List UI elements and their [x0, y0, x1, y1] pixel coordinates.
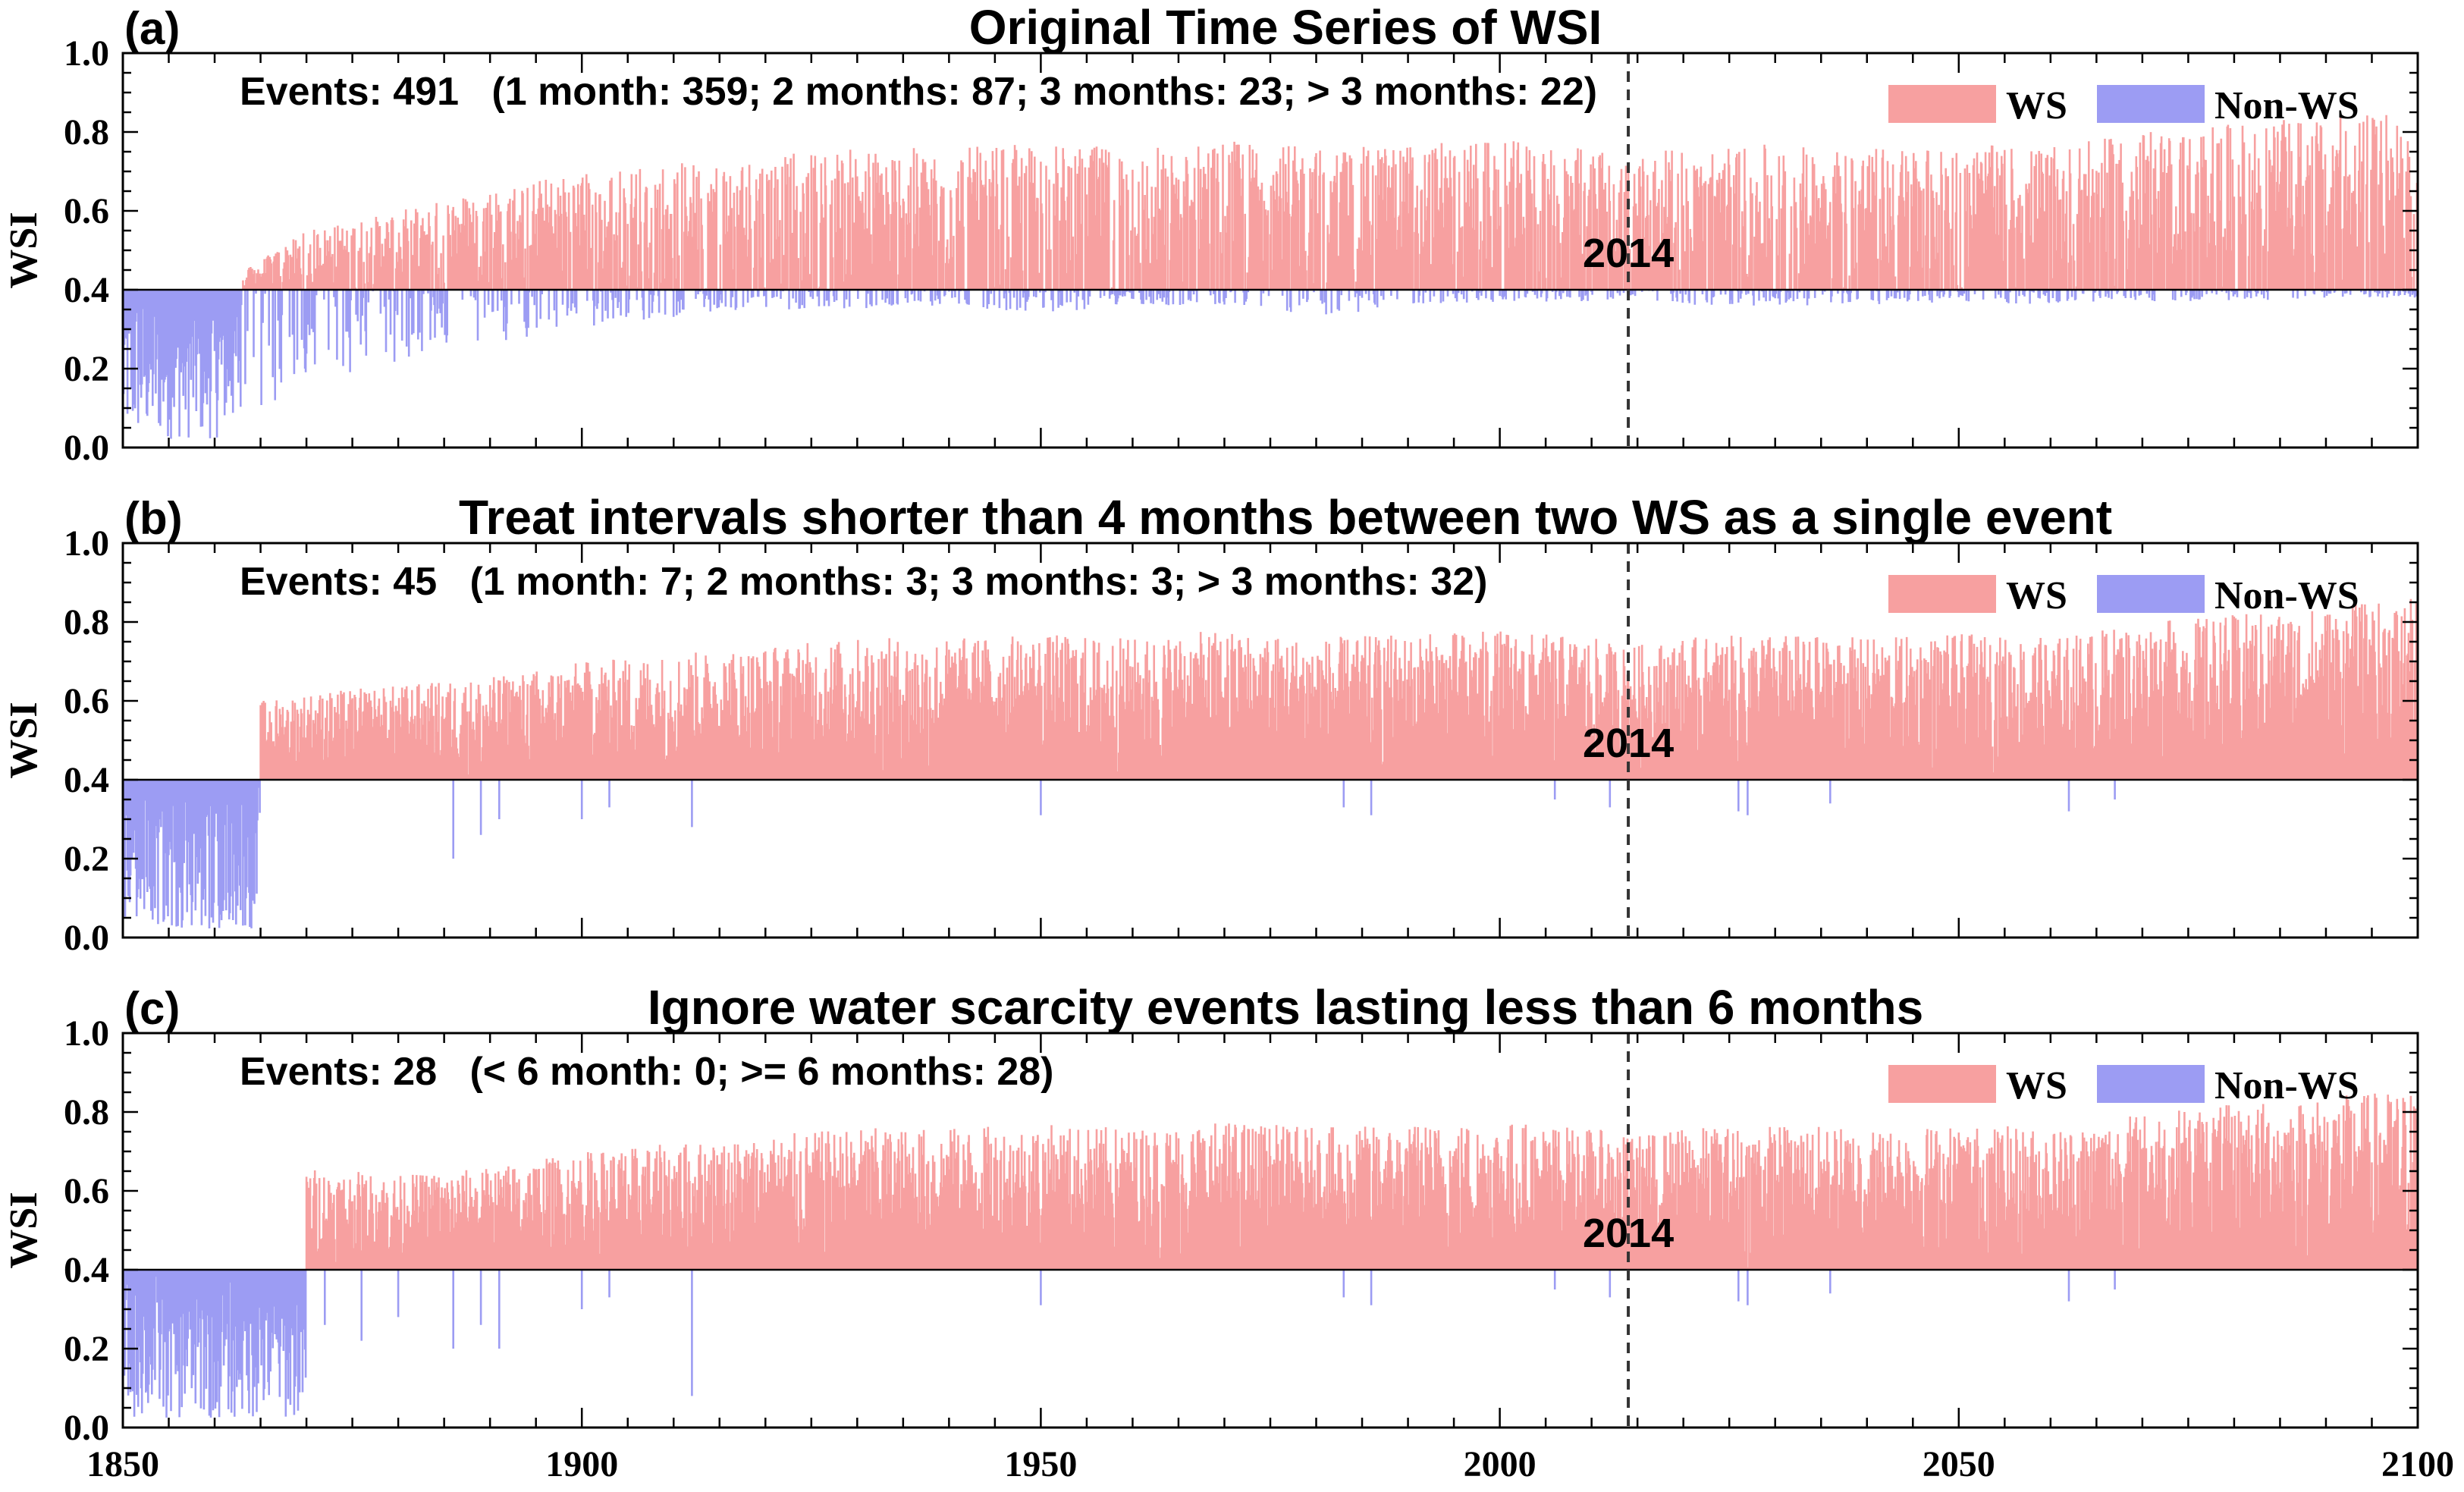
legend-label-non-ws: Non-WS	[2214, 84, 2359, 127]
x-tick-label: 2000	[1464, 1444, 1536, 1484]
panel-b: 0.0 0.2 0.4 0.6 0.8 1.0 WSI Treat interv…	[2, 490, 2419, 958]
legend-swatch-non-ws	[2097, 85, 2205, 123]
legend-label-ws: WS	[2006, 1064, 2067, 1107]
y-tick-label: 0.8	[64, 602, 109, 642]
y-tick-label: 0.4	[64, 1250, 109, 1290]
legend-swatch-non-ws	[2097, 1065, 2205, 1103]
panel-b-legend: WS Non-WS	[1888, 574, 2359, 617]
y-tick-label: 0.6	[64, 681, 109, 721]
panel-b-label: (b)	[124, 493, 183, 544]
ws-bars	[259, 598, 2418, 780]
panel-a-y-axis-label: WSI	[2, 212, 46, 288]
y-tick-label: 0.0	[64, 918, 109, 958]
panel-a-ticks	[121, 52, 2419, 449]
y-tick-label: 0.6	[64, 191, 109, 231]
y-tick-label: 0.4	[64, 760, 109, 800]
x-tick-label: 1950	[1004, 1444, 1077, 1484]
x-tick-label: 1850	[86, 1444, 159, 1484]
ws-bars	[305, 1093, 2418, 1270]
panel-a-title: Original Time Series of WSI	[969, 0, 1602, 55]
legend-swatch-ws	[1888, 85, 1996, 123]
panel-c: 0.0 0.2 0.4 0.6 0.8 1.0 WSI Ignore water…	[2, 980, 2419, 1448]
y-tick-label: 0.0	[64, 1408, 109, 1448]
panel-b-2014-label: 2014	[1583, 721, 1674, 766]
y-tick-label: 0.2	[64, 839, 109, 879]
panel-a: 0.0 0.2 0.4 0.6 0.8 1.0 WSI Original Tim…	[2, 0, 2419, 468]
panel-c-2014-label: 2014	[1583, 1211, 1674, 1256]
panel-b-event-count: Events: 45 (1 month: 7; 2 months: 3; 3 m…	[240, 560, 1487, 604]
x-tick-label: 2100	[2381, 1444, 2454, 1484]
panel-b-title: Treat intervals shorter than 4 months be…	[459, 490, 2112, 545]
legend-swatch-non-ws	[2097, 575, 2205, 613]
y-tick-label: 0.0	[64, 428, 109, 468]
y-tick-label: 0.6	[64, 1171, 109, 1211]
y-tick-label: 1.0	[64, 1013, 109, 1054]
panel-a-legend: WS Non-WS	[1888, 84, 2359, 127]
panel-c-label: (c)	[124, 983, 180, 1034]
panel-c-y-axis-label: WSI	[2, 1192, 46, 1268]
panel-a-event-count: Events: 491 (1 month: 359; 2 months: 87;…	[240, 70, 1597, 114]
y-tick-label: 0.2	[64, 349, 109, 389]
legend-swatch-ws	[1888, 1065, 1996, 1103]
panel-b-ticks	[121, 542, 2419, 939]
panel-c-y-tick-labels: 0.0 0.2 0.4 0.6 0.8 1.0	[64, 1013, 109, 1448]
y-tick-label: 0.8	[64, 112, 109, 152]
legend-label-non-ws: Non-WS	[2214, 1064, 2359, 1107]
panel-c-title: Ignore water scarcity events lasting les…	[648, 980, 1923, 1035]
panel-a-label: (a)	[124, 3, 180, 54]
x-tick-label: 1900	[545, 1444, 618, 1484]
y-tick-label: 0.4	[64, 270, 109, 310]
panel-a-y-tick-labels: 0.0 0.2 0.4 0.6 0.8 1.0	[64, 33, 109, 468]
y-tick-label: 0.2	[64, 1329, 109, 1369]
legend-label-non-ws: Non-WS	[2214, 574, 2359, 617]
legend-label-ws: WS	[2006, 574, 2067, 617]
x-tick-label: 2050	[1923, 1444, 1995, 1484]
panel-a-2014-label: 2014	[1583, 231, 1674, 276]
x-tick-labels: 1850 1900 1950 2000 2050 2100	[86, 1444, 2454, 1484]
y-tick-label: 1.0	[64, 523, 109, 564]
legend-label-ws: WS	[2006, 84, 2067, 127]
panel-c-event-count: Events: 28 (< 6 month: 0; >= 6 months: 2…	[240, 1050, 1054, 1094]
y-tick-label: 0.8	[64, 1092, 109, 1132]
panel-c-ticks	[121, 1032, 2419, 1429]
y-tick-label: 1.0	[64, 33, 109, 74]
panel-b-y-axis-label: WSI	[2, 702, 46, 778]
panel-c-legend: WS Non-WS	[1888, 1064, 2359, 1107]
panel-b-y-tick-labels: 0.0 0.2 0.4 0.6 0.8 1.0	[64, 523, 109, 958]
legend-swatch-ws	[1888, 575, 1996, 613]
panel-b-wsi-series	[121, 598, 2418, 928]
